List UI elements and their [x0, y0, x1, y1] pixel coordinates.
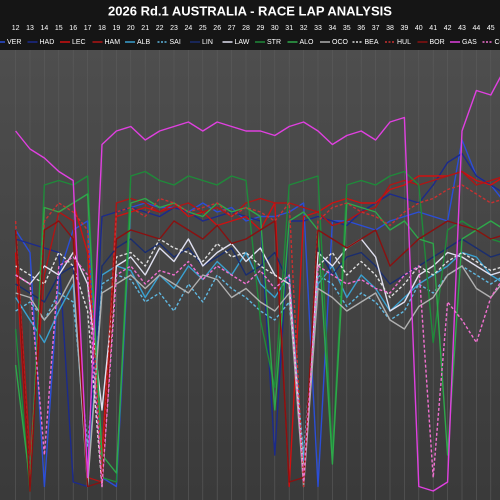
lap-label: 19 — [113, 25, 121, 32]
series-line — [15, 238, 500, 488]
legend-label: CO — [495, 39, 500, 46]
lap-label: 24 — [185, 25, 193, 32]
lines — [14, 76, 500, 492]
lap-label: 20 — [127, 25, 135, 32]
lap-label: 41 — [429, 25, 437, 32]
header: 12 13 14 15 16 17 18 19 20 21 22 23 24 25 26 27 28 29 30 31… — [0, 25, 500, 46]
lap-label: 42 — [444, 25, 452, 32]
header-band — [0, 0, 500, 50]
lap-label: 15 — [55, 25, 63, 32]
legend-label: HAM — [105, 39, 121, 46]
series-line — [14, 193, 500, 483]
lap-label: 30 — [271, 25, 279, 32]
legend-label: SAI — [170, 39, 181, 46]
lap-label: 40 — [415, 25, 423, 32]
legend-label: BEA — [365, 39, 379, 46]
legend-label: LAW — [235, 39, 250, 46]
lap-label: 17 — [84, 25, 92, 32]
lap-label: 14 — [41, 25, 49, 32]
series-line — [14, 220, 500, 492]
lap-label: 22 — [156, 25, 164, 32]
lap-label: 44 — [473, 25, 481, 32]
lap-label: 43 — [458, 25, 466, 32]
lap-label: 37 — [372, 25, 380, 32]
lap-label: 25 — [199, 25, 207, 32]
lap-label: 32 — [300, 25, 308, 32]
lap-label: 27 — [228, 25, 236, 32]
legend-label: ALO — [300, 39, 315, 46]
lap-label: 39 — [401, 25, 409, 32]
lap-label: 35 — [343, 25, 351, 32]
lap-label: 29 — [257, 25, 265, 32]
legend-label: VER — [7, 39, 21, 46]
lap-label: 21 — [141, 25, 149, 32]
series-line — [14, 184, 500, 488]
lap-label: 38 — [386, 25, 394, 32]
series-line — [14, 170, 500, 483]
lap-label: 34 — [329, 25, 337, 32]
legend-label: ALB — [137, 39, 151, 46]
legend-label: LIN — [202, 39, 213, 46]
lap-label: 33 — [314, 25, 322, 32]
lap-label: 26 — [213, 25, 221, 32]
lap-label: 13 — [26, 25, 34, 32]
lap-label: 12 — [12, 25, 20, 32]
series-line — [15, 265, 500, 488]
lap-label: 36 — [357, 25, 365, 32]
lap-label: 31 — [285, 25, 293, 32]
lap-label: 23 — [170, 25, 178, 32]
chart-title: 2026 Rd.1 AUSTRALIA - RACE LAP ANALYSIS — [108, 3, 392, 18]
lap-label: 45 — [487, 25, 495, 32]
lap-label: 16 — [69, 25, 77, 32]
legend-label: STR — [267, 39, 281, 46]
series-line — [15, 76, 500, 492]
legend-label: HAD — [40, 39, 55, 46]
legend-label: HUL — [397, 39, 411, 46]
lap-label: 18 — [98, 25, 106, 32]
series-line — [15, 256, 500, 488]
legend-label: OCO — [332, 39, 349, 46]
legend-label: BOR — [430, 39, 445, 46]
legend-label: LEC — [72, 39, 86, 46]
legend-label: GAS — [462, 39, 477, 46]
series-line — [15, 238, 500, 479]
lap-label: 28 — [242, 25, 250, 32]
